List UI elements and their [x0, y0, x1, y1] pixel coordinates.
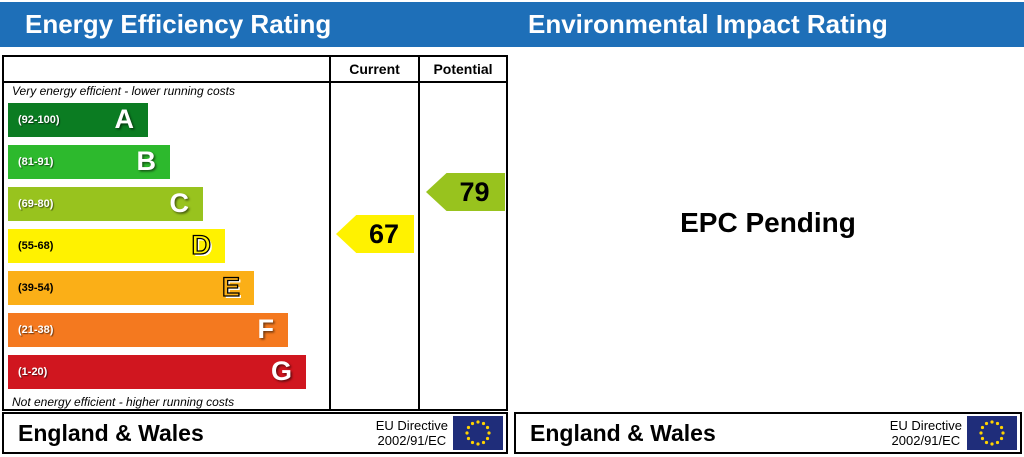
column-divider-current [329, 57, 331, 409]
band-letter: G [270, 355, 292, 386]
band-letter: D [191, 229, 212, 260]
band-range-label: (1-20) [18, 366, 48, 378]
energy-efficiency-chart: Current Potential Very energy efficient … [2, 55, 508, 411]
band-b: (81-91) B [8, 145, 170, 179]
footer-right: England & Wales EU Directive 2002/91/EC [514, 412, 1022, 454]
eu-directive-line2: 2002/91/EC [891, 433, 961, 448]
band-range-label: (81-91) [18, 156, 54, 168]
band-letter: F [257, 313, 275, 344]
band-range-label: (39-54) [18, 282, 54, 294]
chart-header-row: Current Potential [4, 57, 506, 83]
eu-directive-line2: 2002/91/EC [377, 433, 447, 448]
band-e: (39-54) E [8, 271, 254, 305]
footer-left: England & Wales EU Directive 2002/91/EC [2, 412, 508, 454]
region-label-left: England & Wales [18, 420, 204, 446]
eu-directive-line1: EU Directive [375, 418, 448, 433]
band-d: (55-68) D [8, 229, 225, 263]
potential-rating-value: 79 [459, 176, 490, 207]
region-label-right: England & Wales [530, 420, 716, 446]
band-letter: C [169, 187, 190, 218]
band-f: (21-38) F [8, 313, 288, 347]
eu-flag-icon [967, 416, 1017, 450]
band-c: (69-80) C [8, 187, 203, 221]
potential-rating-arrow: 79 [426, 173, 505, 211]
band-g: (1-20) G [8, 355, 306, 389]
band-letter: B [136, 145, 157, 176]
potential-column-header: Potential [433, 61, 493, 77]
eu-directive-text-right: EU Directive 2002/91/EC [890, 418, 962, 448]
top-note: Very energy efficient - lower running co… [12, 84, 235, 98]
band-letter: A [114, 103, 135, 134]
eu-directive-text-left: EU Directive 2002/91/EC [376, 418, 448, 448]
header-bar: Energy Efficiency Rating Environmental I… [0, 2, 1024, 47]
band-letter: E [221, 271, 240, 302]
band-range-label: (69-80) [18, 198, 54, 210]
current-rating-value: 67 [368, 218, 400, 249]
column-divider-potential [418, 57, 420, 409]
epc-pending-text: EPC Pending [680, 207, 856, 238]
current-rating-arrow: 67 [336, 215, 414, 253]
band-range-label: (92-100) [18, 114, 60, 126]
energy-efficiency-title: Energy Efficiency Rating [25, 9, 332, 39]
environmental-impact-title: Environmental Impact Rating [528, 9, 888, 39]
band-range-label: (21-38) [18, 324, 54, 336]
current-column-header: Current [349, 61, 400, 77]
band-range-label: (55-68) [18, 240, 54, 252]
eu-directive-line1: EU Directive [889, 418, 962, 433]
bottom-note: Not energy efficient - higher running co… [12, 395, 235, 409]
band-a: (92-100) A [8, 103, 148, 137]
eu-flag-icon [453, 416, 503, 450]
